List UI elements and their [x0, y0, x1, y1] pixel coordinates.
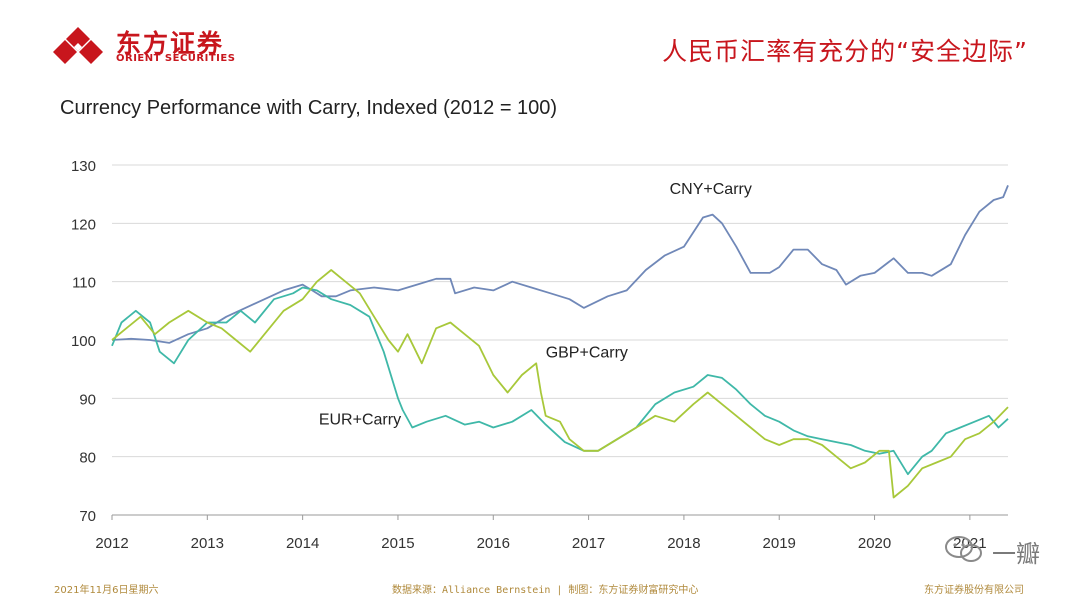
y-tick-label: 120 — [71, 216, 96, 233]
x-tick-label: 2019 — [763, 535, 796, 552]
orient-securities-logo-icon — [53, 27, 103, 64]
x-tick-label: 2015 — [381, 535, 414, 552]
x-tick-label: 2018 — [667, 535, 700, 552]
y-tick-label: 80 — [79, 450, 96, 467]
series-annotation-label: GBP+Carry — [546, 345, 628, 362]
y-tick-label: 100 — [71, 333, 96, 350]
series-line-cny-carry — [111, 185, 1009, 344]
series-annotation-label: EUR+Carry — [319, 412, 401, 429]
footer-source: 数据来源：Alliance Bernstein | 制图：东方证券财富研究中心 — [392, 585, 699, 596]
x-tick-label: 2013 — [191, 535, 224, 552]
series-line-eur-carry — [111, 286, 1009, 476]
footer-date: 2021年11月6日星期六 — [54, 585, 159, 596]
x-tick-label: 2012 — [95, 535, 128, 552]
x-tick-label: 2016 — [477, 535, 510, 552]
wechat-watermark-icon — [945, 536, 982, 562]
x-tick-label: 2017 — [572, 535, 605, 552]
series-annotation-label: CNY+Carry — [670, 181, 752, 198]
chart-title: Currency Performance with Carry, Indexed… — [60, 97, 558, 119]
logo-chinese-name: 东方证券 — [116, 29, 225, 58]
x-tick-label: 2014 — [286, 535, 319, 552]
y-tick-label: 110 — [72, 275, 96, 292]
series-line-gbp-carry — [111, 269, 1009, 499]
y-tick-label: 90 — [79, 391, 96, 408]
y-tick-label: 130 — [71, 158, 96, 175]
watermark-text: 一瓣 — [992, 540, 1040, 568]
footer-company: 东方证券股份有限公司 — [924, 585, 1024, 596]
x-tick-label: 2020 — [858, 535, 891, 552]
logo-english-name: ORIENT SECURITIES — [116, 53, 236, 64]
slide-title: 人民币汇率有充分的“安全边际” — [662, 37, 1028, 66]
y-tick-label: 70 — [79, 508, 96, 525]
